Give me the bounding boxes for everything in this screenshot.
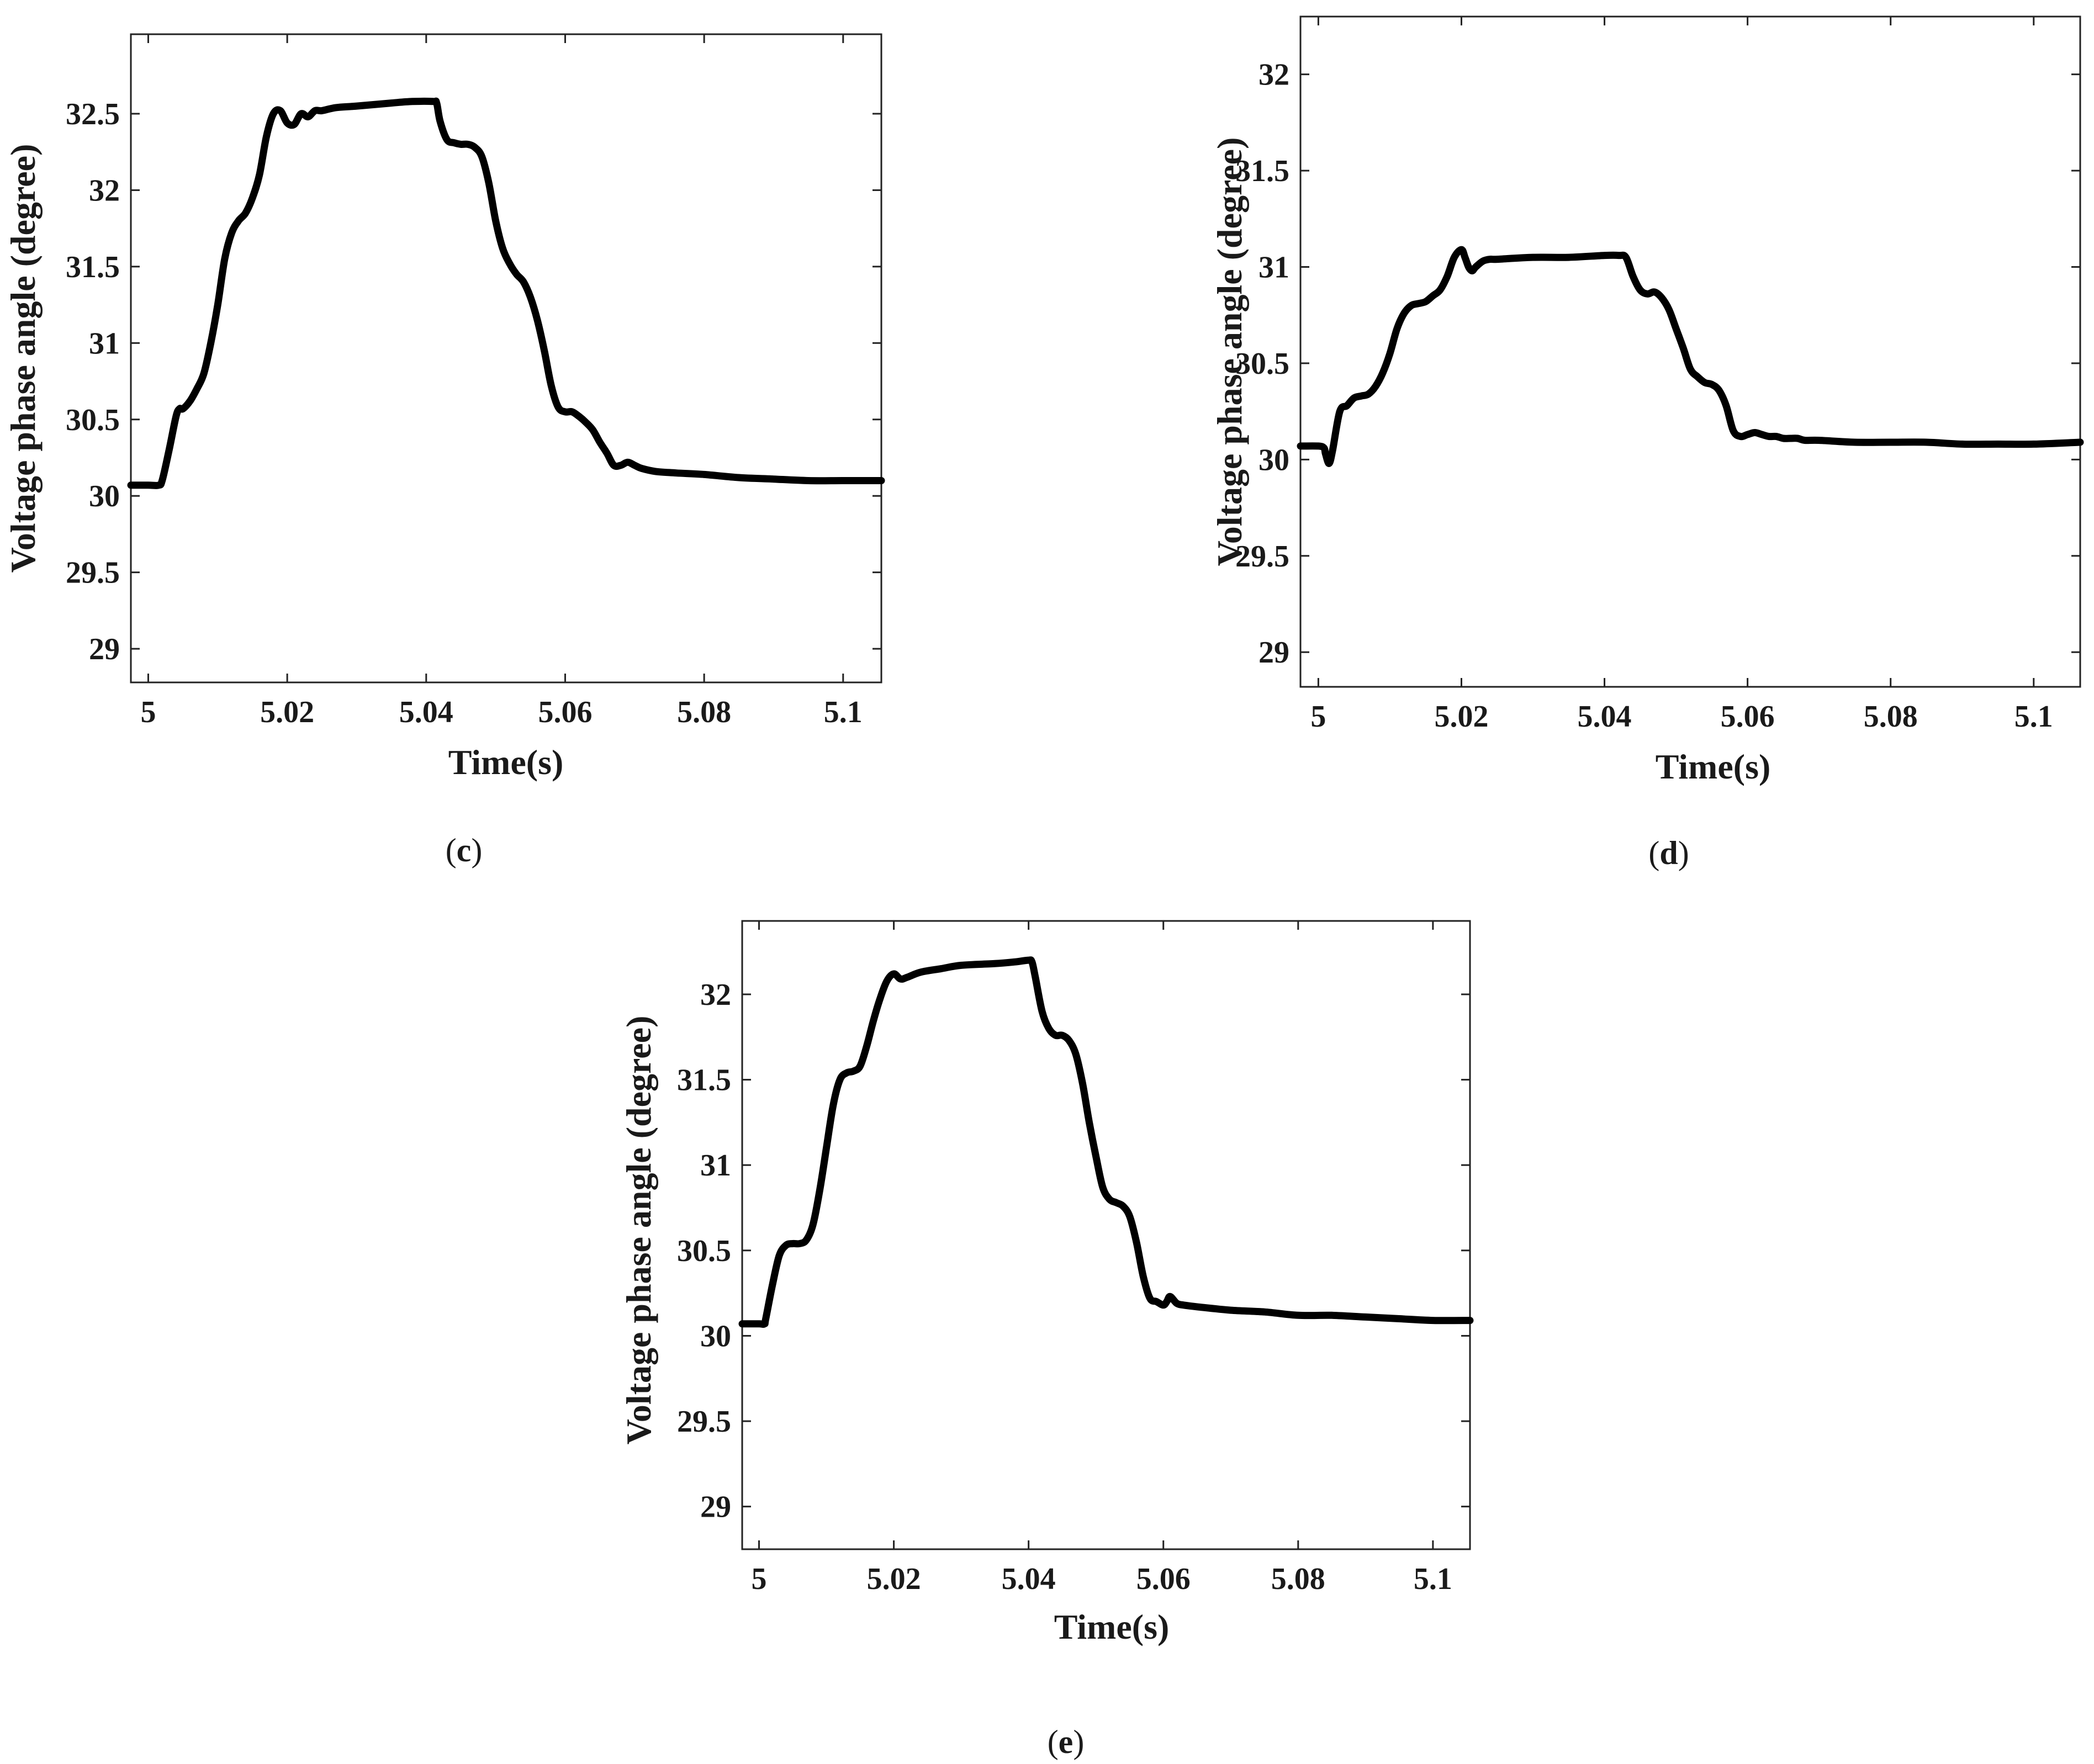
x-tick-label: 5.04 [1002,1562,1056,1596]
x-tick-label: 5.1 [1414,1562,1452,1596]
plot-frame [130,33,882,684]
x-tick-label: 5 [1310,700,1326,734]
tick-marks [131,34,881,682]
y-axis-title: Voltage phase angle (degree) [619,1016,658,1445]
x-tick-label: 5.02 [1434,700,1488,734]
panel-caption-d: (d) [1648,835,1689,871]
y-tick-label: 31.5 [677,1063,731,1098]
y-tick-label: 29 [700,1490,731,1524]
tick-marks [1300,17,2080,687]
y-tick-label: 30.5 [1235,347,1289,381]
y-tick-label: 30.5 [677,1234,731,1268]
caption-letter: e [1059,1724,1074,1760]
x-tick-label: 5.04 [399,695,453,729]
series-line [1297,246,2084,467]
x-tick-label: 5.06 [538,695,592,729]
x-tick-label: 5.1 [824,695,863,729]
x-tick-label: 5.04 [1578,700,1632,734]
y-tick-label: 31 [89,326,120,361]
y-tick-labels: 29 29.5 30 30.5 31 31.5 32 32.5 [66,97,120,666]
series-line [127,97,885,489]
x-tick-label: 5.02 [867,1562,921,1596]
x-tick-labels: 5 5.02 5.04 5.06 5.08 5.1 [1310,700,2053,734]
x-axis-title: Time(s) [1054,1607,1170,1646]
y-tick-label: 31 [700,1148,731,1183]
series-line [738,956,1474,1328]
y-tick-label: 31.5 [1235,154,1289,188]
y-tick-label: 29.5 [677,1405,731,1439]
y-tick-label: 29 [89,632,120,666]
x-tick-label: 5.1 [2014,700,2053,734]
y-tick-label: 29 [1258,635,1289,670]
chart-panel-c: 5 5.02 5.04 5.06 5.08 5.1 29 29.5 30 30.5 31 31.5 3… [3,33,885,868]
y-tick-label: 29.5 [1235,539,1289,574]
y-axis-title: Voltage phase angle (degree) [1210,137,1249,566]
caption-letter: c [457,832,472,868]
caption-letter: d [1659,835,1678,871]
y-tick-label: 32 [700,978,731,1012]
tick-marks [742,921,1470,1549]
plot-frame [1299,15,2081,688]
x-tick-label: 5.06 [1136,1562,1191,1596]
x-tick-labels: 5 5.02 5.04 5.06 5.08 5.1 [752,1562,1452,1596]
x-tick-label: 5.08 [1864,700,1918,734]
y-tick-label: 30.5 [66,403,120,437]
y-tick-label: 30 [700,1319,731,1353]
y-tick-label: 31.5 [66,250,120,284]
y-axis-title: Voltage phase angle (degree) [3,144,43,573]
x-tick-labels: 5 5.02 5.04 5.06 5.08 5.1 [140,695,862,729]
y-tick-label: 31 [1258,251,1289,285]
x-axis-title: Time(s) [448,743,564,782]
y-tick-label: 29.5 [66,556,120,590]
panel-caption-c: (c) [446,832,483,868]
panel-caption-e: (e) [1048,1724,1085,1760]
y-tick-label: 32 [1258,58,1289,92]
y-tick-label: 30 [1258,443,1289,477]
x-tick-label: 5.06 [1721,700,1775,734]
plot-frame [741,920,1471,1550]
y-tick-label: 32 [89,173,120,208]
y-tick-labels: 29 29.5 30 30.5 31 31.5 32 [1235,58,1289,670]
y-tick-label: 30 [89,479,120,513]
x-tick-label: 5.02 [260,695,314,729]
x-axis-title: Time(s) [1656,747,1771,786]
x-tick-label: 5.08 [677,695,731,729]
y-tick-label: 32.5 [66,97,120,131]
x-tick-label: 5 [140,695,156,729]
y-tick-labels: 29 29.5 30 30.5 31 31.5 32 [677,978,731,1524]
x-tick-label: 5.08 [1271,1562,1325,1596]
x-tick-label: 5 [752,1562,767,1596]
chart-panel-e: 5 5.02 5.04 5.06 5.08 5.1 29 29.5 30 30.5 31 31.5 3… [619,920,1474,1760]
chart-panel-d: 5 5.02 5.04 5.06 5.08 5.1 29 29.5 30 30.5 31 31.5 3… [1210,15,2084,871]
